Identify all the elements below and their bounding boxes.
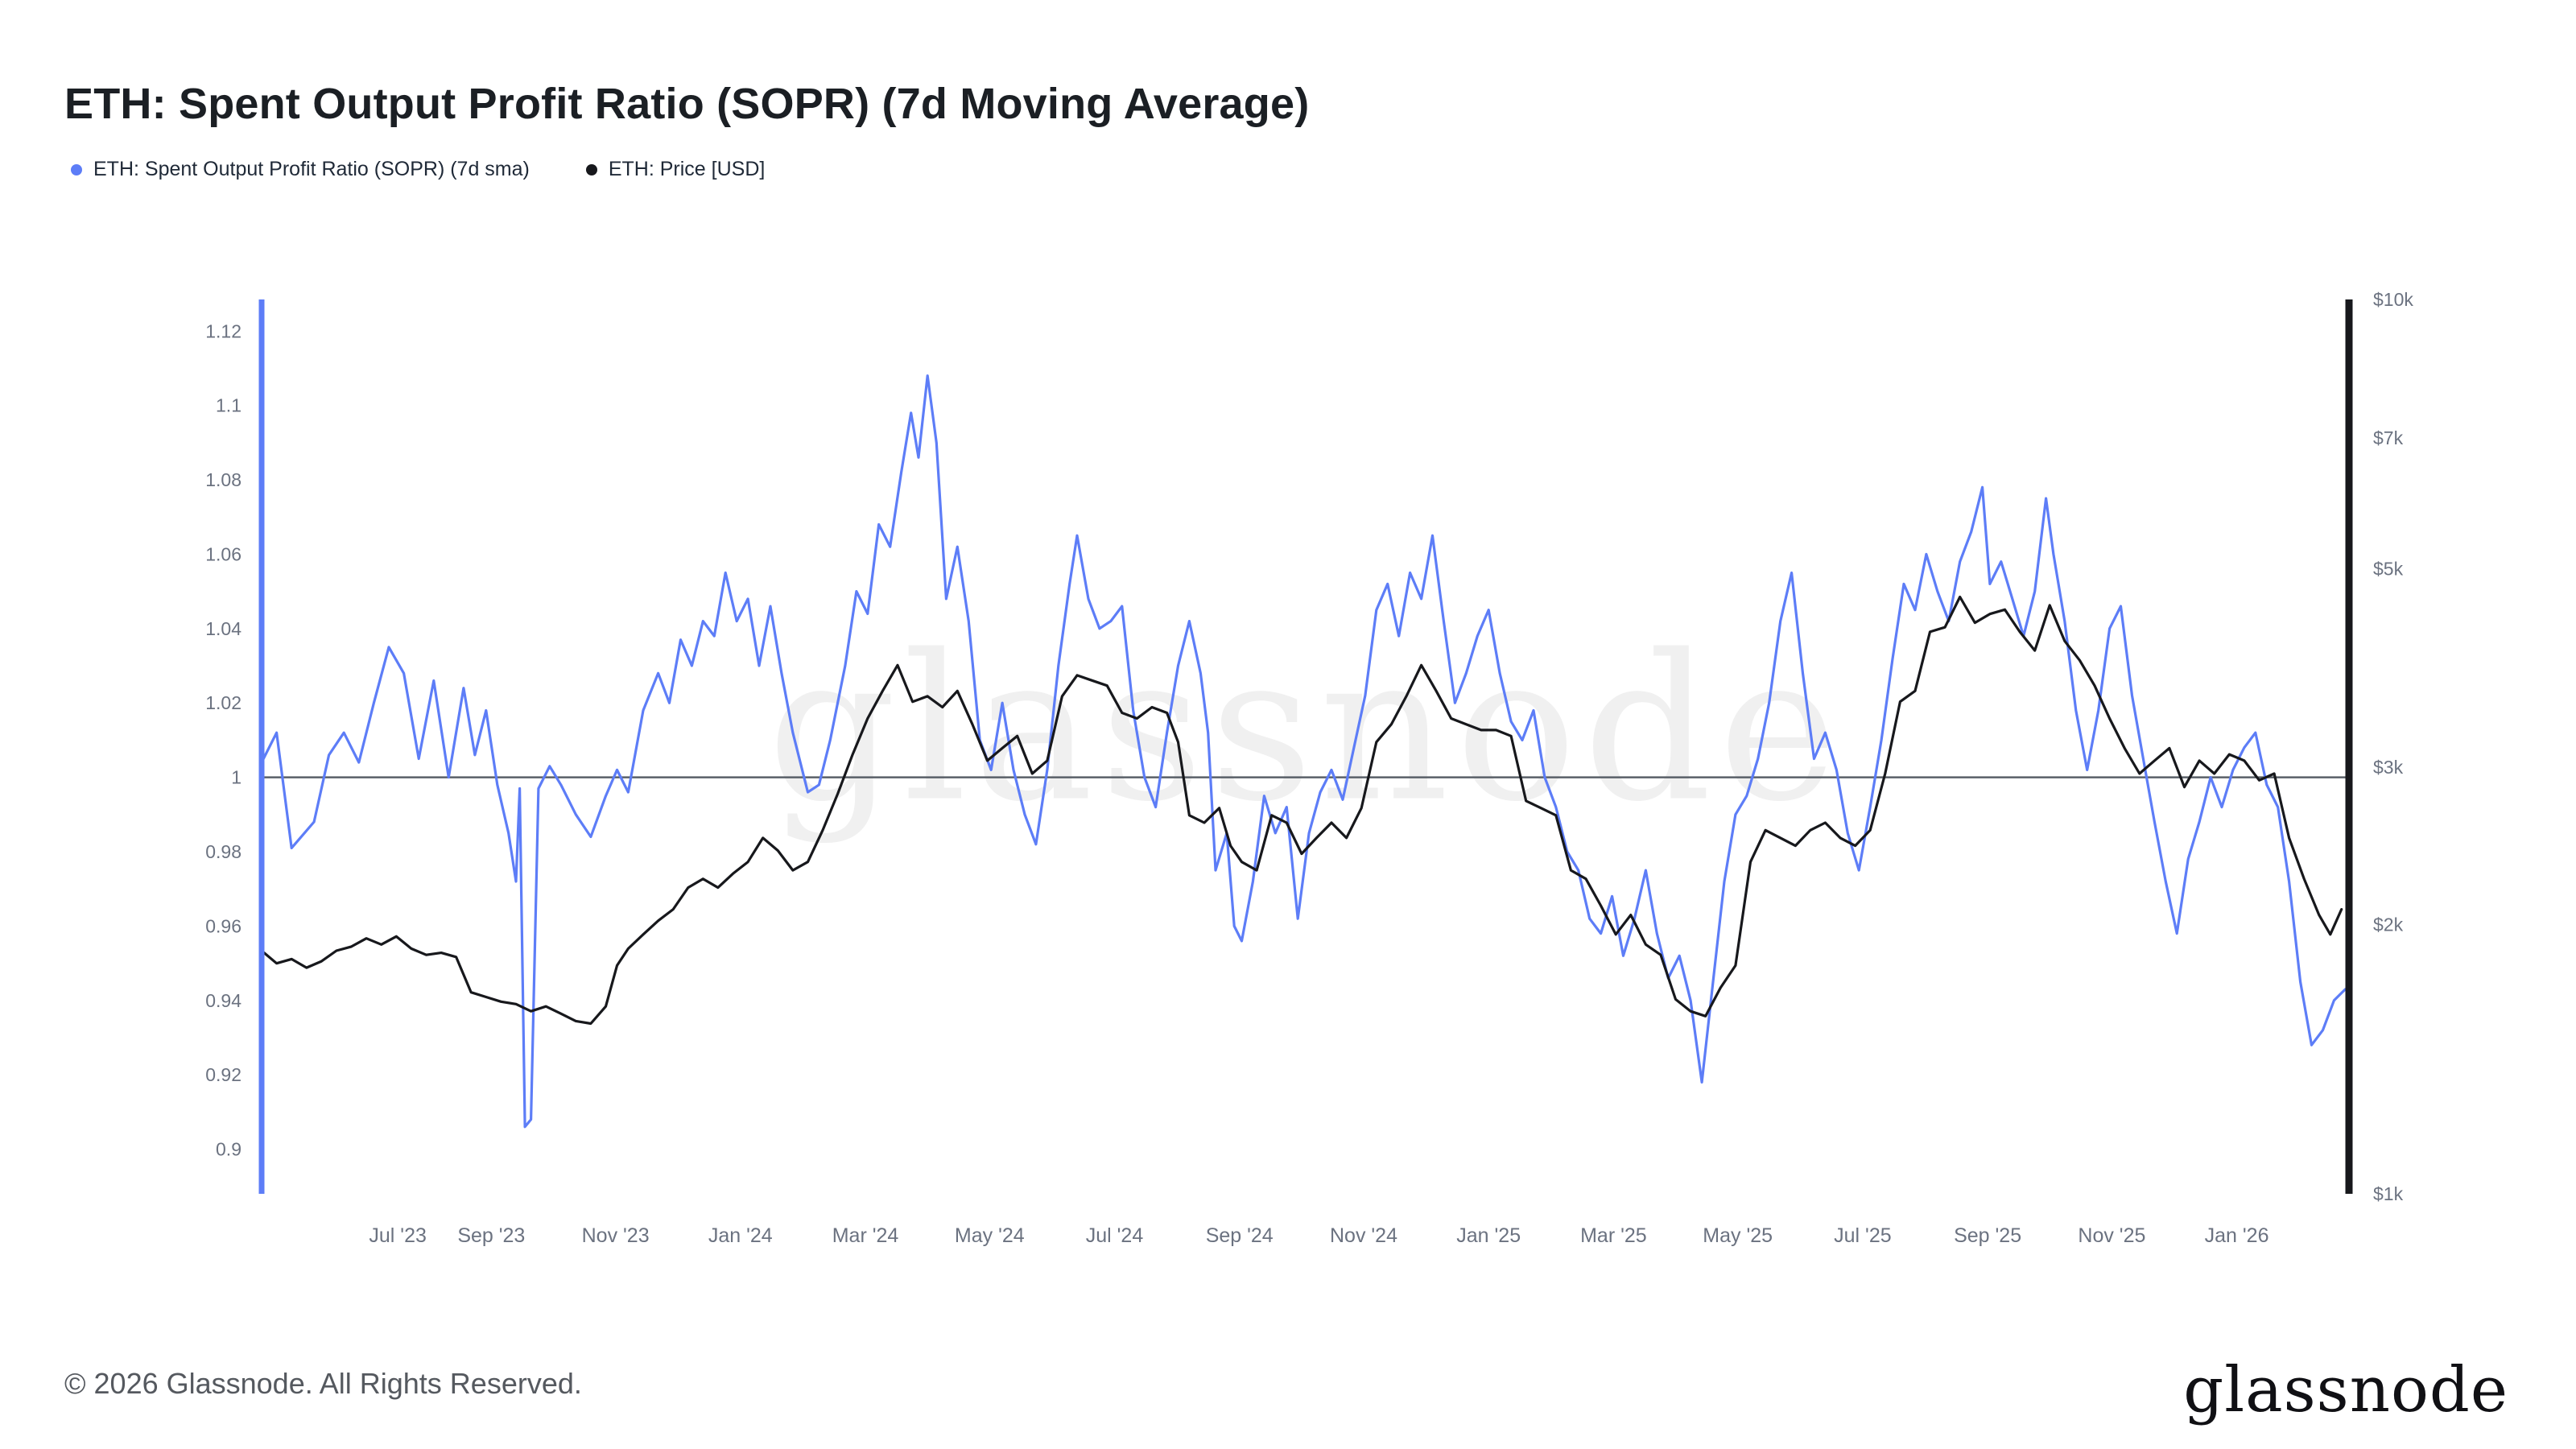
left-axis-tick-label: 0.94 (205, 990, 242, 1011)
legend: ETH: Spent Output Profit Ratio (SOPR) (7… (71, 158, 765, 181)
x-axis-tick-label: Sep '25 (1954, 1224, 2021, 1247)
right-axis-tick-label: $2k (2373, 914, 2404, 935)
legend-item-price[interactable]: ETH: Price [USD] (585, 158, 766, 181)
x-axis-tick-label: Nov '23 (582, 1224, 650, 1247)
legend-label-sopr: ETH: Spent Output Profit Ratio (SOPR) (7… (93, 158, 530, 180)
left-axis-tick-label: 1.06 (205, 543, 242, 564)
legend-dot-icon (585, 163, 597, 175)
right-axis-tick-label: $7k (2373, 427, 2404, 448)
x-axis-tick-label: May '24 (955, 1224, 1025, 1247)
page-title: ETH: Spent Output Profit Ratio (SOPR) (7… (64, 80, 1310, 129)
legend-item-sopr[interactable]: ETH: Spent Output Profit Ratio (SOPR) (7… (71, 158, 530, 181)
x-axis-tick-label: Jul '24 (1086, 1224, 1144, 1247)
sopr-line (260, 374, 2347, 1129)
x-axis-tick-label: Jul '25 (1834, 1224, 1891, 1247)
x-axis-tick-label: Nov '25 (2078, 1224, 2145, 1247)
right-axis-tick-label: $1k (2373, 1183, 2404, 1204)
x-axis-tick-label: Nov '24 (1330, 1224, 1397, 1247)
right-axis-tick-label: $3k (2373, 757, 2404, 778)
left-axis-tick-label: 0.9 (216, 1139, 242, 1160)
x-axis-tick-label: Sep '23 (457, 1224, 525, 1247)
copyright-text: © 2026 Glassnode. All Rights Reserved. (64, 1367, 582, 1400)
left-axis-tick-label: 1.02 (205, 692, 242, 713)
price-line (260, 595, 2343, 1026)
left-axis-tick-label: 1.12 (205, 320, 242, 341)
left-axis-tick-label: 1.08 (205, 469, 242, 490)
x-axis-tick-label: Mar '24 (832, 1224, 899, 1247)
right-axis-tick-label: $5k (2373, 558, 2404, 579)
glassnode-logo[interactable]: glassnode (2183, 1354, 2508, 1426)
legend-label-price: ETH: Price [USD] (608, 158, 766, 180)
right-axis-tick-label: $10k (2373, 289, 2413, 310)
x-axis-tick-label: Mar '25 (1580, 1224, 1647, 1247)
left-axis-tick-label: 1 (231, 767, 242, 788)
x-axis-tick-label: Jan '26 (2205, 1224, 2269, 1247)
x-axis-tick-label: May '25 (1703, 1224, 1773, 1247)
left-axis-tick-label: 1.1 (216, 395, 242, 416)
x-axis-tick-label: Jan '24 (708, 1224, 773, 1247)
legend-dot-icon (71, 163, 82, 175)
glassnode-watermark: glassnode (767, 611, 1844, 846)
left-axis-tick-label: 0.92 (205, 1064, 242, 1085)
left-axis-tick-label: 0.96 (205, 915, 242, 936)
x-axis-tick-label: Jan '25 (1456, 1224, 1521, 1247)
x-axis-tick-label: Sep '24 (1206, 1224, 1274, 1247)
left-axis-tick-label: 0.98 (205, 841, 242, 862)
left-axis-tick-label: 1.04 (205, 618, 242, 639)
x-axis-tick-label: Jul '23 (369, 1224, 426, 1247)
